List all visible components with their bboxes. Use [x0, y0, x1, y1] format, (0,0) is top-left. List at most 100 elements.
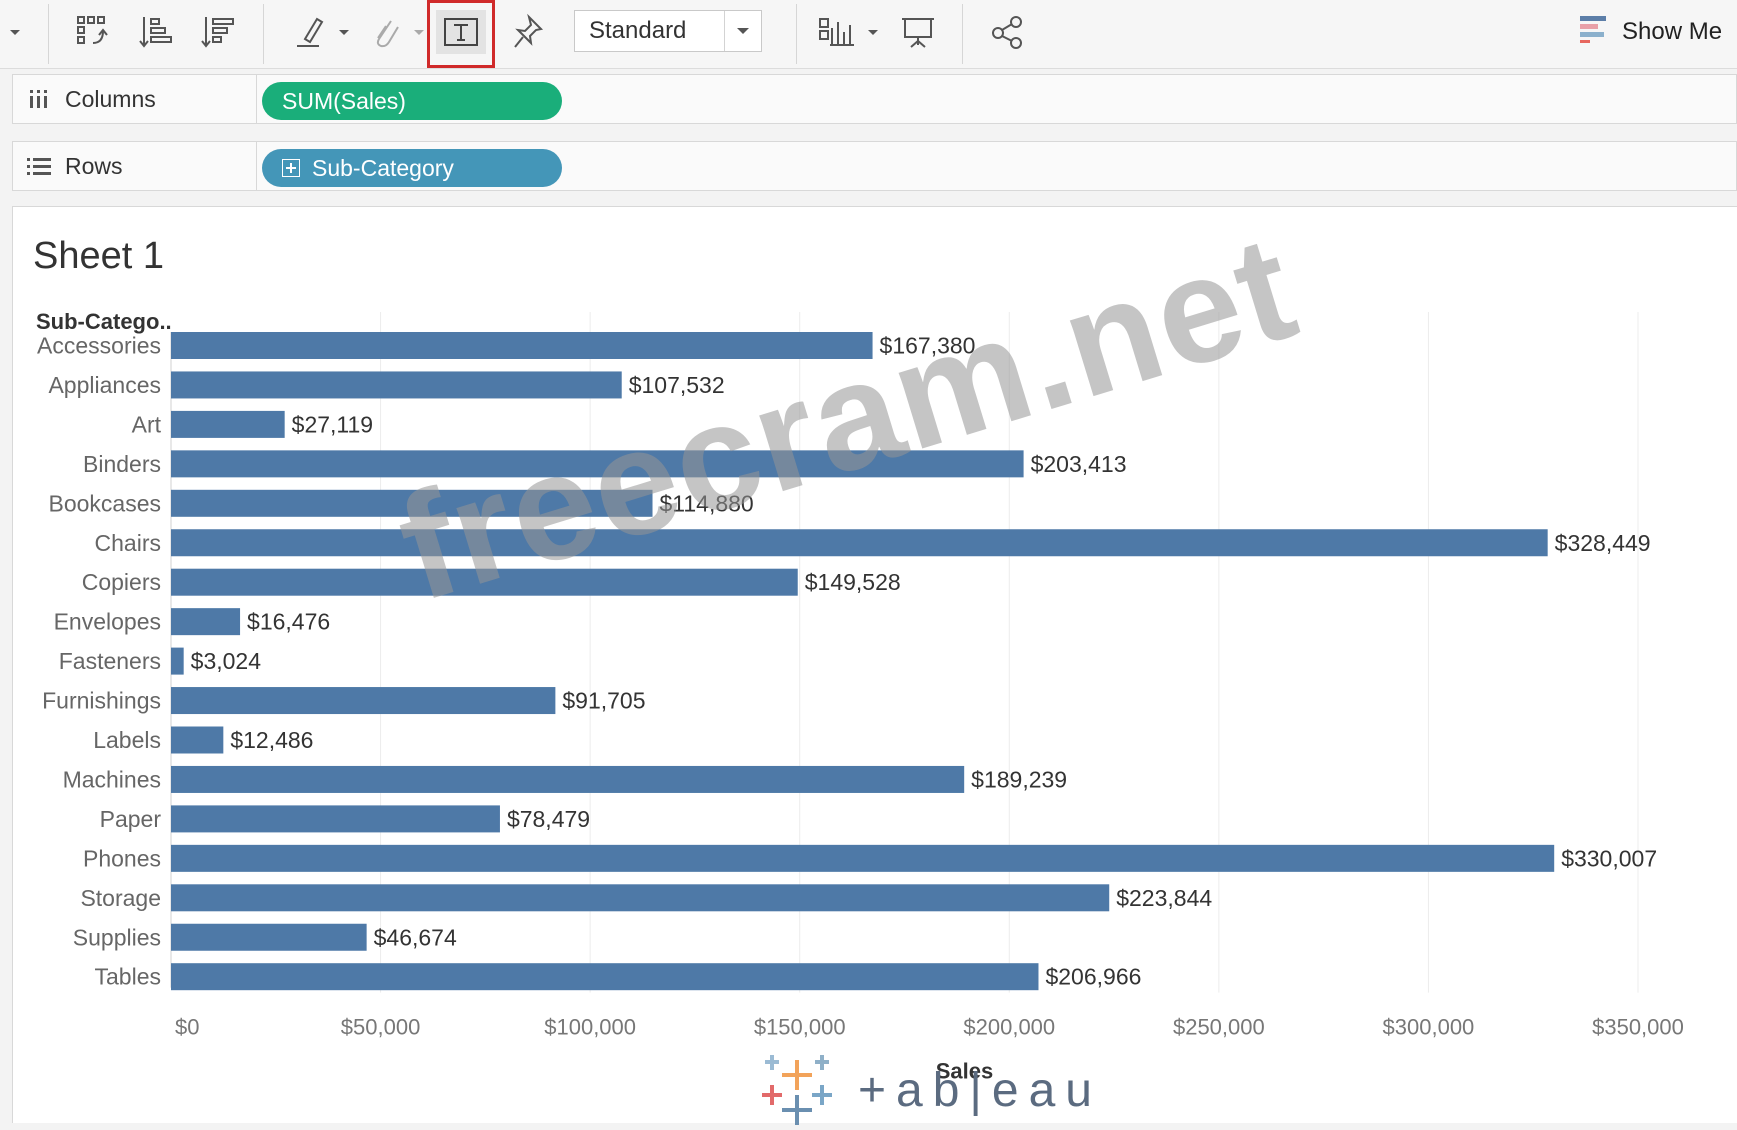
columns-shelf-label: Columns [13, 75, 257, 123]
category-label: Bookcases [48, 490, 161, 516]
category-label: Chairs [95, 530, 161, 556]
pin-icon[interactable] [508, 10, 548, 54]
sub-category-pill-label: Sub-Category [312, 154, 454, 181]
sort-descending-icon[interactable] [196, 10, 240, 54]
dropdown-arrow-icon[interactable] [0, 10, 30, 54]
data-label: $330,007 [1561, 845, 1657, 871]
tableau-logo: +ab|eau [752, 1050, 1102, 1130]
rows-label: Rows [65, 152, 123, 179]
chevron-down-icon[interactable] [724, 11, 761, 51]
category-label: Storage [80, 885, 161, 911]
data-label: $203,413 [1031, 451, 1127, 477]
bar [171, 765, 965, 793]
chart-size-dropdown-icon[interactable] [864, 10, 882, 54]
sub-category-pill[interactable]: Sub-Category [262, 149, 562, 187]
bar [171, 726, 224, 754]
highlight-selection-box [427, 0, 495, 68]
sum-sales-pill[interactable]: SUM(Sales) [262, 82, 562, 120]
tableau-logo-mark [762, 1055, 832, 1125]
toolbar-divider [263, 4, 264, 64]
expand-plus-icon[interactable] [282, 159, 300, 177]
category-label: Tables [95, 964, 161, 990]
bar [171, 489, 653, 517]
bar [171, 568, 798, 596]
data-label: $91,705 [562, 688, 645, 714]
data-label: $3,024 [191, 648, 262, 674]
category-label: Paper [100, 806, 162, 832]
x-tick-label: $50,000 [341, 1015, 421, 1040]
category-label: Envelopes [54, 609, 161, 635]
toolbar-divider [796, 4, 797, 64]
category-label: Accessories [37, 333, 161, 359]
data-label: $78,479 [507, 806, 590, 832]
category-label: Furnishings [42, 688, 161, 714]
rows-shelf-label: Rows [13, 142, 257, 190]
data-label: $107,532 [629, 372, 725, 398]
group-dropdown-icon[interactable] [410, 10, 428, 54]
columns-icon [25, 88, 53, 110]
bar [171, 410, 285, 438]
sort-ascending-icon[interactable] [134, 10, 178, 54]
chart-size-icon[interactable] [816, 10, 860, 54]
category-label: Copiers [82, 569, 161, 595]
presentation-icon[interactable] [896, 10, 940, 54]
x-tick-label: $0 [175, 1015, 199, 1040]
data-label: $206,966 [1045, 964, 1141, 990]
bar [171, 687, 556, 715]
category-label: Binders [83, 451, 161, 477]
columns-shelf[interactable]: Columns SUM(Sales) [12, 74, 1737, 124]
columns-label: Columns [65, 85, 156, 112]
x-tick-label: $300,000 [1383, 1015, 1475, 1040]
toolbar-divider [962, 4, 963, 64]
data-label: $12,486 [230, 727, 313, 753]
group-icon[interactable] [366, 10, 406, 54]
data-label: $149,528 [805, 569, 901, 595]
show-me-label: Show Me [1622, 17, 1723, 45]
x-tick-label: $250,000 [1173, 1015, 1265, 1040]
x-axis-title: Sales [936, 1059, 994, 1084]
show-me-icon [1578, 14, 1612, 49]
share-icon[interactable] [985, 10, 1029, 54]
toolbar-divider [48, 4, 49, 64]
data-label: $189,239 [971, 766, 1067, 792]
fit-standard-value: Standard [589, 17, 687, 44]
data-label: $328,449 [1555, 530, 1651, 556]
x-tick-label: $350,000 [1592, 1015, 1684, 1040]
sheet-view: Sheet 1 Sub-Catego.. Accessories $167,380… [12, 206, 1737, 1123]
data-label: $16,476 [247, 609, 330, 635]
bar [171, 805, 500, 833]
bar [171, 647, 184, 675]
bar-chart: Accessories $167,380 Appliances $107,532 Art… [37, 312, 1684, 1084]
bar [171, 923, 367, 951]
bar [171, 844, 1555, 872]
bar [171, 529, 1548, 557]
swap-icon[interactable] [70, 10, 114, 54]
label-text-icon[interactable] [436, 10, 486, 54]
bar [171, 884, 1110, 912]
bar [171, 450, 1024, 478]
tableau-logo-text: +ab|eau [858, 1063, 1102, 1117]
data-label: $27,119 [292, 411, 373, 437]
category-label: Art [132, 411, 162, 437]
bar [171, 608, 241, 636]
category-label: Appliances [48, 372, 161, 398]
bar [171, 371, 622, 399]
bar [171, 963, 1039, 991]
category-label: Fasteners [59, 648, 161, 674]
fit-standard-select[interactable]: Standard [574, 10, 762, 52]
highlight-icon[interactable] [290, 10, 330, 54]
data-label: $167,380 [880, 333, 976, 359]
x-tick-label: $150,000 [754, 1015, 846, 1040]
category-label: Phones [83, 845, 161, 871]
category-label: Machines [63, 766, 161, 792]
sum-sales-pill-label: SUM(Sales) [282, 87, 406, 114]
toolbar: Standard S [0, 0, 1737, 69]
rows-shelf[interactable]: Rows Sub-Category [12, 141, 1737, 191]
rows-icon [25, 156, 53, 176]
highlight-dropdown-icon[interactable] [334, 10, 354, 54]
bar [171, 332, 873, 359]
x-tick-label: $100,000 [544, 1015, 636, 1040]
show-me-button[interactable]: Show Me [1578, 14, 1722, 49]
data-label: $46,674 [374, 924, 457, 950]
sheet-title: Sheet 1 [33, 235, 164, 277]
